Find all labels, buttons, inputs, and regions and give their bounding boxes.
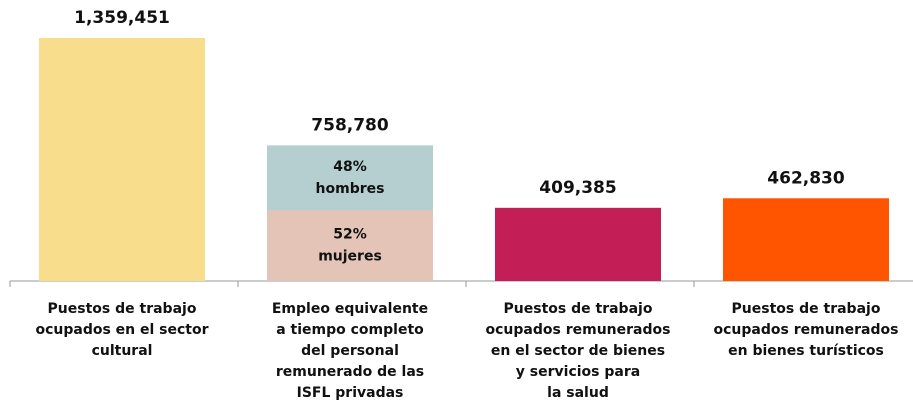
x-tick-label: ocupados en el sector [35,322,208,338]
x-tick-label: Empleo equivalente [272,301,428,317]
segment-value-label: 52% [333,227,367,243]
x-tick-label: ocupados remunerados [486,322,671,338]
value-label: 1,359,451 [74,8,170,28]
x-tick-label: en el sector de bienes [491,343,665,359]
x-tick-label: la salud [547,385,609,401]
bar [495,207,661,281]
x-tick-label: Puestos de trabajo [48,301,197,317]
x-tick-label: a tiempo completo [276,322,424,338]
value-label: 409,385 [539,178,616,198]
x-tick-label: cultural [92,343,153,359]
x-tick-label: y servicios para [516,364,640,380]
x-tick-label: Puestos de trabajo [504,301,653,317]
bar [39,38,205,281]
x-tick-label: Puestos de trabajo [732,301,881,317]
segment-name: mujeres [318,249,382,265]
bar-segment [267,145,433,211]
x-tick-label: remunerado de las [276,364,424,380]
x-tick-label: ocupados remunerados [714,322,899,338]
value-label: 462,830 [767,168,845,188]
bar-segment [267,210,433,281]
segment-value-label: 48% [333,159,367,175]
x-tick-label: ISFL privadas [297,385,404,401]
value-label: 758,780 [311,115,389,135]
bar [723,198,889,281]
x-tick-label: en bienes turísticos [728,343,884,359]
segment-name: hombres [316,181,385,197]
x-tick-label: del personal [301,343,399,359]
